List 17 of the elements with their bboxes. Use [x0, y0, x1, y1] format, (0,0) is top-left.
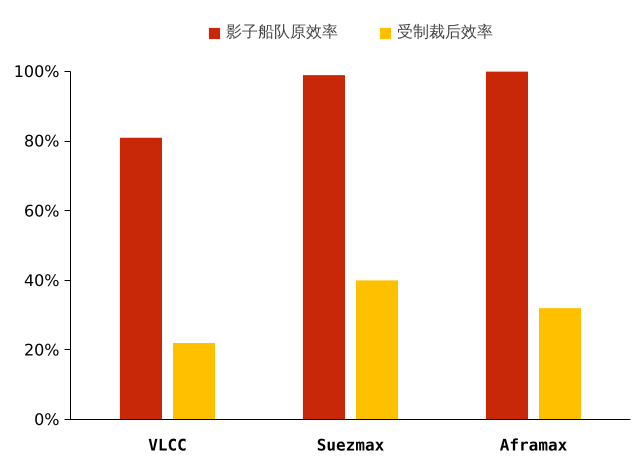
y-tick-label: 100% [14, 62, 60, 82]
x-tick-label: Suezmax [316, 436, 385, 454]
bar [302, 75, 346, 420]
bar [356, 280, 398, 420]
y-tick-label: 0% [34, 410, 60, 429]
legend-label: 受制裁后效率 [397, 22, 493, 43]
bar [120, 138, 162, 420]
bar [172, 342, 216, 420]
y-tick-label: 60% [24, 201, 60, 220]
x-tick-label: VLCC [148, 436, 187, 454]
y-tick-label: 80% [24, 132, 60, 151]
y-tick-label: 20% [24, 340, 60, 360]
bar [538, 308, 582, 420]
y-tick-label: 40% [24, 270, 60, 290]
legend-label: 影子船队原效率 [226, 22, 338, 43]
x-tick-label: Aframax [500, 436, 568, 454]
bar [486, 72, 528, 420]
